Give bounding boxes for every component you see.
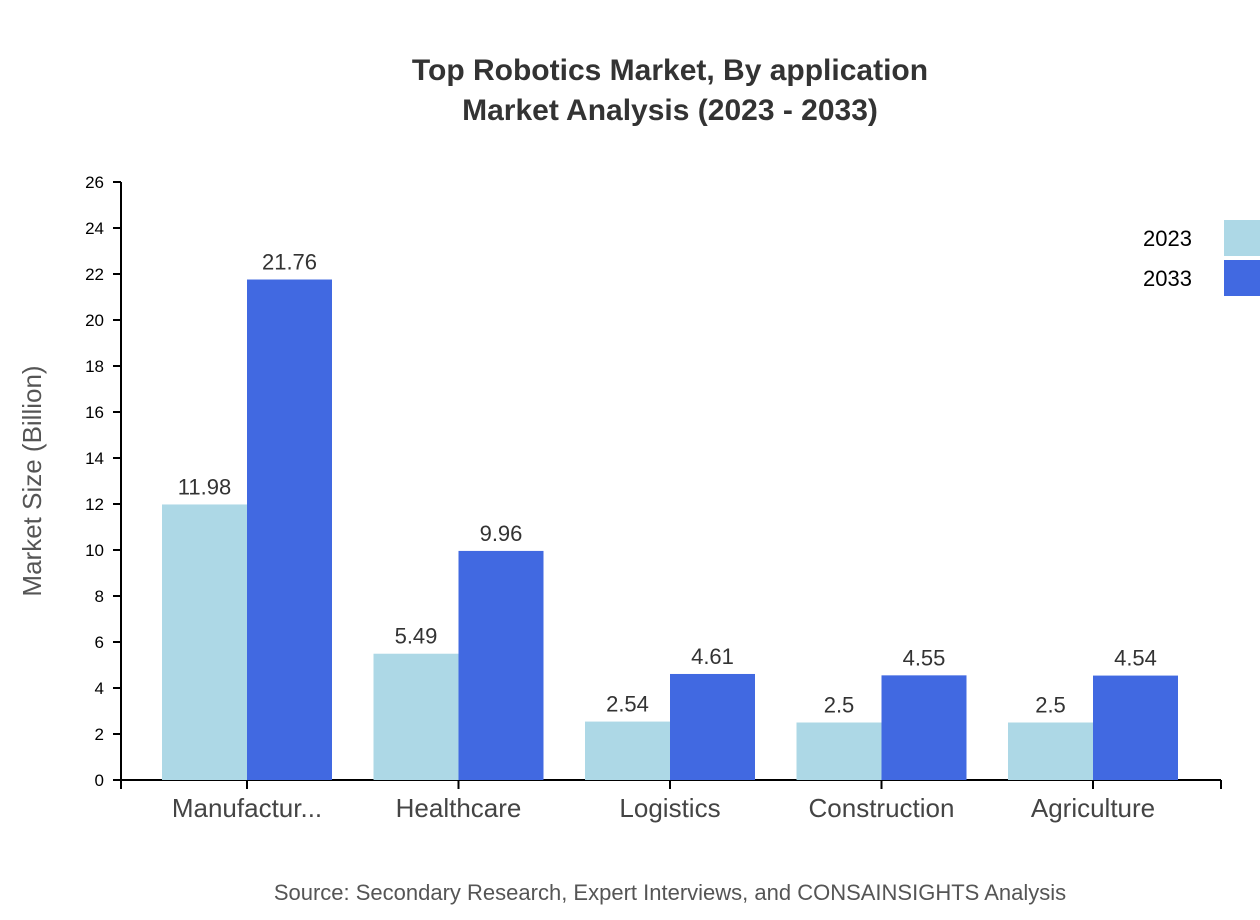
bar-2033 [247,279,332,780]
legend-label: 2033 [1143,266,1192,291]
y-tick-label: 24 [85,219,104,238]
y-tick-label: 14 [85,449,104,468]
x-tick-label: Agriculture [1031,793,1155,823]
bar-2033 [670,673,755,780]
y-tick-label: 22 [85,265,104,284]
y-tick-label: 6 [95,633,104,652]
chart-title: Top Robotics Market, By application [412,54,928,87]
bar-2023 [796,722,882,780]
data-label: 4.55 [903,645,946,670]
x-tick-label: Manufactur... [172,793,322,823]
bar-2033 [458,550,544,780]
source-note: Source: Secondary Research, Expert Inter… [274,880,1066,905]
x-tick-label: Construction [809,793,955,823]
x-tick-label: Logistics [619,793,720,823]
legend-swatch [1224,260,1260,296]
data-label: 2.5 [824,693,855,718]
legend-swatch [1224,220,1260,256]
data-label: 4.54 [1114,646,1157,671]
y-tick-label: 4 [95,679,104,698]
data-label: 9.96 [480,521,523,546]
bar-2033 [881,675,967,780]
bar-2023 [1008,722,1093,780]
bars: 11.98 21.76 5.49 9.96 2.54 4.61 2.5 4.55 2.5 4.54 [162,250,1178,780]
y-tick-label: 8 [95,587,104,606]
y-tick-label: 0 [95,771,104,790]
y-axis-label: Market Size (Billion) [17,365,47,596]
bar-2033 [1093,675,1178,780]
legend-label: 2023 [1143,226,1192,251]
data-label: 5.49 [395,624,438,649]
data-label: 11.98 [178,474,231,499]
y-tick-label: 2 [95,725,104,744]
legend: 2023 2033 [1143,220,1260,296]
bar-2023 [585,721,670,780]
chart-subtitle: Market Analysis (2023 - 2033) [462,94,878,127]
x-axis: Manufactur... Healthcare Logistics Construc… [120,779,1222,823]
bar-2023 [162,504,247,780]
y-tick-label: 18 [85,357,104,376]
data-label: 4.61 [691,644,734,669]
x-tick-label: Healthcare [396,793,522,823]
y-tick-label: 16 [85,403,104,422]
bar-2023 [373,653,459,780]
data-label: 2.5 [1035,693,1066,718]
y-tick-label: 20 [85,311,104,330]
data-label: 21.76 [262,250,317,275]
y-tick-label: 10 [85,541,104,560]
data-label: 2.54 [606,692,649,717]
y-tick-label: 12 [85,495,104,514]
y-tick-label: 26 [85,173,104,192]
